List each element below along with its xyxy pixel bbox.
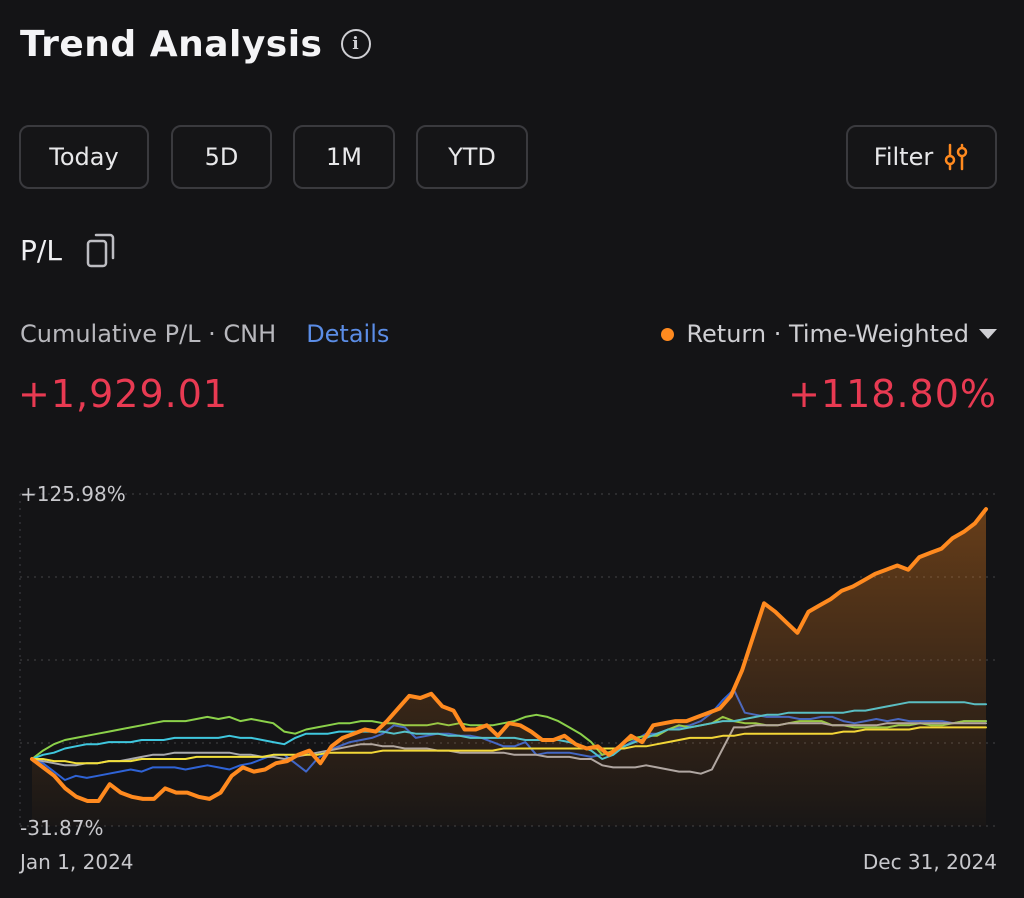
x-axis-start-label: Jan 1, 2024 <box>20 850 134 874</box>
sliders-icon <box>944 143 968 171</box>
pl-label: P/L <box>20 233 62 267</box>
period-button-today[interactable]: Today <box>19 125 149 189</box>
filter-button[interactable]: Filter <box>846 125 997 189</box>
series-area <box>32 509 986 826</box>
series-line-highlighted <box>30 507 988 803</box>
page-title: Trend Analysis <box>20 23 323 65</box>
header: Trend Analysis i <box>20 20 371 68</box>
return-type-label: Return · Time-Weighted <box>686 320 969 348</box>
period-button-ytd[interactable]: YTD <box>416 125 528 189</box>
cumulative-pl-value: +1,929.01 <box>18 372 229 416</box>
info-icon[interactable]: i <box>340 29 371 59</box>
period-button-1m[interactable]: 1M <box>293 125 395 189</box>
series-dot-icon <box>661 327 675 341</box>
caret-down-icon <box>979 329 997 339</box>
y-axis-max-label: +125.98% <box>20 482 126 506</box>
return-type-dropdown[interactable]: Return · Time-Weighted <box>661 320 997 348</box>
details-link[interactable]: Details <box>306 320 390 348</box>
return-value: +118.80% <box>788 372 997 416</box>
period-button-5d[interactable]: 5D <box>171 125 272 189</box>
metric-row: Cumulative P/L · CNH Details Return · Ti… <box>20 314 997 354</box>
y-axis-min-label: -31.87% <box>20 816 104 840</box>
x-axis-end-label: Dec 31, 2024 <box>862 850 997 874</box>
cumulative-pl-label: Cumulative P/L · CNH <box>20 320 277 348</box>
pl-section: P/L <box>20 228 118 272</box>
filter-label: Filter <box>873 143 934 171</box>
copy-icon[interactable] <box>86 231 118 269</box>
